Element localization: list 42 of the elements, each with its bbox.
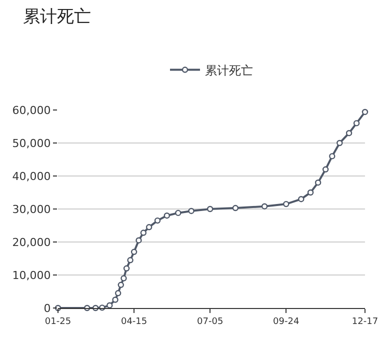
point bbox=[175, 210, 182, 216]
y-tick-label: 40,000 bbox=[12, 170, 51, 183]
point bbox=[353, 120, 360, 126]
point bbox=[140, 230, 147, 236]
point bbox=[112, 296, 118, 303]
y-tick-label: 60,000 bbox=[12, 104, 51, 117]
chart-title: 累计死亡 bbox=[23, 7, 91, 27]
point bbox=[329, 153, 336, 160]
point bbox=[120, 275, 127, 282]
point bbox=[146, 224, 152, 230]
point bbox=[127, 257, 134, 264]
y-tick-label: 50,000 bbox=[12, 136, 51, 150]
point bbox=[188, 208, 194, 214]
point bbox=[314, 180, 322, 186]
point bbox=[307, 189, 314, 196]
y-tick-label: 10,000 bbox=[12, 268, 51, 282]
x-tick-label: 01-25 bbox=[44, 316, 72, 327]
x-tick-label: 04-15 bbox=[120, 316, 148, 327]
legend-label: 累计死亡 bbox=[205, 63, 253, 78]
point bbox=[336, 140, 343, 146]
y-tick-label: 0 bbox=[44, 302, 51, 315]
point bbox=[154, 217, 161, 224]
point bbox=[136, 237, 142, 244]
point bbox=[346, 130, 352, 136]
point bbox=[232, 204, 239, 212]
point bbox=[322, 166, 329, 172]
y-tick-label: 30,000 bbox=[12, 202, 51, 216]
point bbox=[298, 196, 304, 202]
point bbox=[206, 206, 214, 212]
point bbox=[106, 302, 113, 308]
x-tick-label: 09-24 bbox=[273, 316, 300, 327]
point bbox=[261, 203, 268, 210]
point bbox=[130, 248, 138, 255]
point bbox=[283, 200, 290, 208]
x-tick-label: 07-05 bbox=[197, 316, 224, 327]
x-tick-label: 12-17 bbox=[352, 316, 378, 327]
point bbox=[114, 290, 122, 296]
point bbox=[118, 282, 124, 288]
y-tick-label: 20,000 bbox=[12, 236, 51, 249]
point bbox=[164, 212, 170, 219]
point bbox=[123, 265, 130, 272]
point bbox=[362, 108, 368, 116]
